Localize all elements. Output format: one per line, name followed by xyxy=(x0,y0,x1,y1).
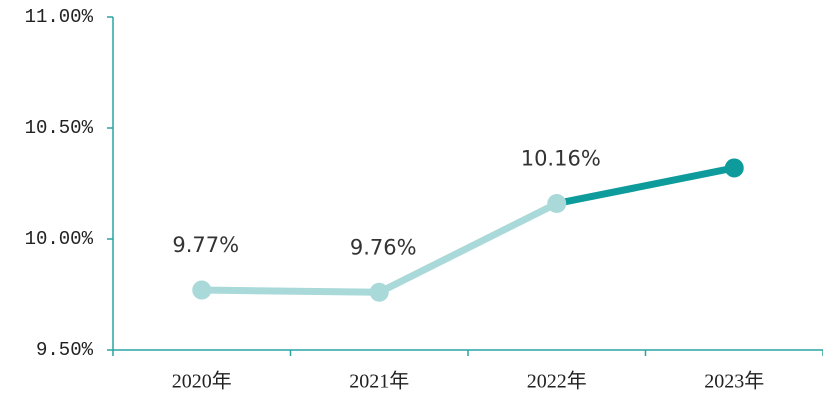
y-tick-label: 10.50% xyxy=(25,117,94,139)
x-tick-label: 2021年 xyxy=(349,370,409,393)
line-segment xyxy=(198,286,383,296)
line-segment xyxy=(375,199,561,296)
line-segment xyxy=(553,164,738,207)
point xyxy=(369,282,389,302)
data-label: 10.16% xyxy=(521,146,601,170)
point xyxy=(192,280,212,300)
point xyxy=(547,193,567,213)
x-tick-label: 2022年 xyxy=(527,370,587,393)
x-tick-label: 2020年 xyxy=(172,370,232,393)
y-tick-label: 10.00% xyxy=(25,228,94,250)
data-label: 9.76% xyxy=(350,235,417,259)
y-tick-label: 9.50% xyxy=(36,339,94,361)
y-tick-label: 11.00% xyxy=(25,6,94,28)
point xyxy=(724,158,744,178)
data-label: 9.77% xyxy=(172,233,239,257)
x-tick-label: 2023年 xyxy=(704,370,764,393)
